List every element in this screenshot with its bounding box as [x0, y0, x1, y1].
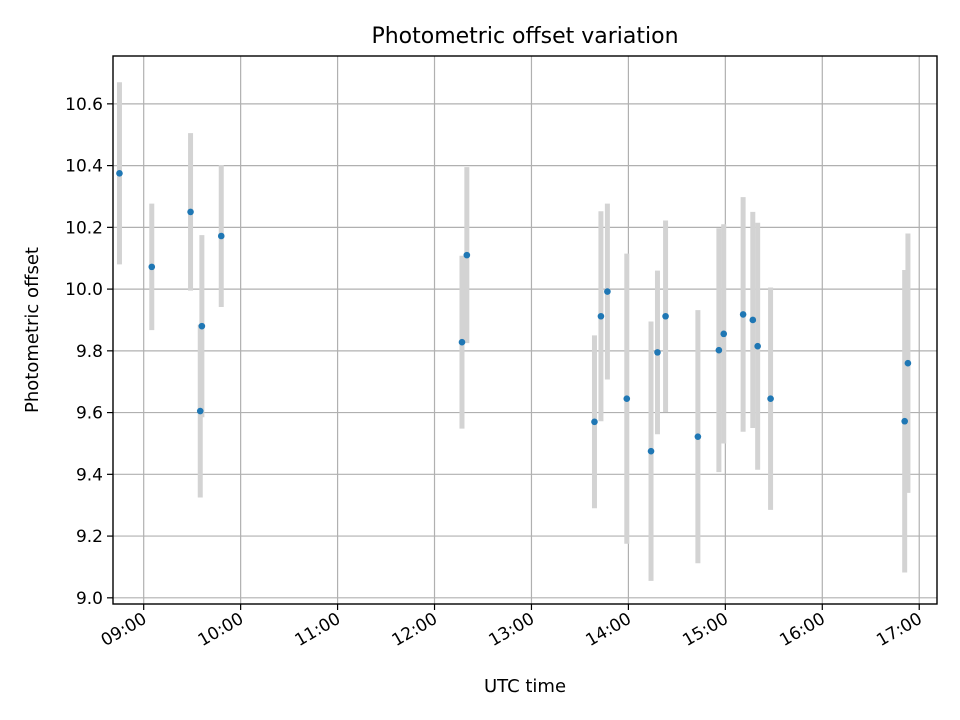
- data-point: [116, 170, 123, 177]
- data-point: [901, 417, 908, 425]
- y-tick-label: 10.0: [65, 280, 103, 300]
- y-axis-label: Photometric offset: [22, 247, 43, 413]
- y-tick-label: 9.0: [76, 589, 103, 609]
- y-tick-label: 10.6: [65, 95, 103, 115]
- point-layer: [116, 170, 912, 455]
- plot-frame: [112, 55, 938, 605]
- data-point: [623, 395, 631, 402]
- y-tick-label: 9.8: [76, 342, 103, 362]
- data-point: [463, 251, 471, 259]
- data-point: [187, 208, 194, 216]
- data-point: [739, 311, 747, 318]
- data-point: [904, 359, 912, 367]
- y-tick-label: 9.2: [76, 527, 103, 547]
- y-tick-label: 10.2: [65, 218, 103, 238]
- data-point: [591, 418, 598, 426]
- data-point: [720, 330, 728, 338]
- x-axis-label: UTC time: [484, 676, 566, 697]
- chart-title: Photometric offset variation: [371, 24, 678, 49]
- data-point: [715, 346, 723, 354]
- data-point: [217, 232, 225, 240]
- y-tick-label: 10.4: [65, 157, 103, 177]
- data-point: [662, 312, 669, 320]
- data-point: [654, 349, 661, 356]
- data-point: [694, 433, 702, 440]
- data-point: [647, 447, 655, 455]
- grid-layer: [113, 56, 937, 604]
- data-point: [749, 316, 757, 324]
- data-point: [597, 312, 605, 320]
- data-point: [458, 338, 466, 346]
- data-point: [767, 395, 774, 402]
- data-point: [198, 322, 206, 330]
- data-point: [754, 342, 761, 350]
- y-tick-label: 9.4: [76, 465, 103, 485]
- data-point: [604, 288, 611, 295]
- y-tick-label: 9.6: [76, 404, 103, 424]
- data-point: [148, 263, 156, 271]
- data-point: [196, 407, 204, 415]
